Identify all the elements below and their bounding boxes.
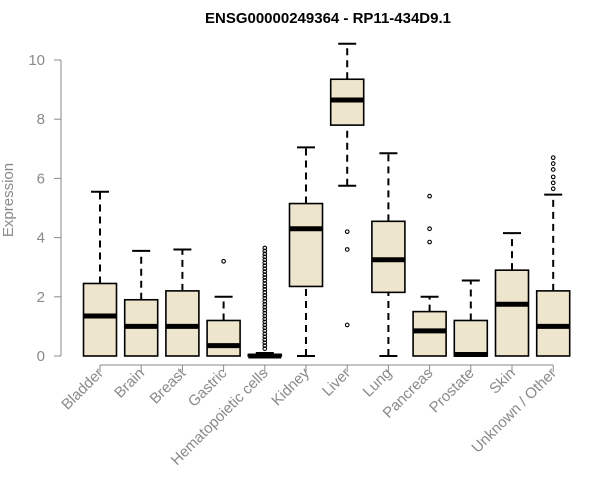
outlier-point (262, 307, 268, 313)
box-liver (329, 42, 365, 328)
box-breast (165, 248, 200, 357)
box-unknown-other (535, 155, 571, 357)
box-body (165, 290, 200, 357)
box-body (82, 282, 118, 357)
box-brain (123, 249, 159, 357)
outlier-point (262, 310, 268, 316)
box-bladder (82, 190, 118, 357)
y-tick-label: 0 (37, 348, 45, 365)
y-tick-label: 6 (37, 170, 45, 187)
chart-title: ENSG00000249364 - RP11-434D9.1 (205, 10, 451, 27)
x-tick-label: Bladder (58, 365, 107, 414)
box-prostate (453, 279, 489, 358)
outlier-point (262, 313, 268, 319)
x-tick-label: Liver (319, 365, 354, 400)
outlier-point (262, 337, 268, 343)
box-hematopoietic-cells (247, 245, 283, 359)
outlier-point (262, 325, 268, 331)
outlier-point (262, 322, 268, 328)
outlier-point (221, 258, 226, 264)
x-tick-label: Kidney (268, 364, 313, 409)
outlier-point (262, 298, 268, 304)
outlier-point (262, 346, 268, 351)
box-body (371, 220, 406, 294)
outlier-point (344, 247, 350, 252)
outlier-point (262, 287, 268, 292)
box-kidney (288, 146, 324, 357)
x-tick-label: Lung (360, 365, 396, 401)
box-skin (494, 232, 530, 357)
outlier-point (262, 251, 268, 257)
outlier-point (262, 340, 268, 346)
outlier-point (550, 155, 556, 161)
x-tick-label: Skin (486, 365, 519, 398)
outlier-point (262, 316, 268, 322)
box-pancreas (412, 193, 447, 357)
outlier-point (262, 266, 268, 272)
box-body (453, 319, 489, 357)
box-body (288, 202, 324, 288)
outlier-point (550, 167, 556, 172)
outlier-point (344, 229, 350, 235)
outlier-point (550, 174, 556, 180)
y-axis-title: Expression (0, 163, 17, 237)
outlier-point (262, 275, 268, 280)
x-tick-label: Breast (147, 364, 190, 407)
outlier-point (427, 193, 432, 199)
outlier-point (262, 263, 268, 269)
outlier-point (262, 334, 268, 340)
outlier-point (550, 186, 556, 192)
outlier-point (262, 248, 268, 254)
outlier-point (262, 284, 268, 289)
outlier-point (262, 331, 268, 337)
outlier-point (262, 304, 268, 310)
outlier-point (262, 290, 268, 295)
y-axis: 0 2 4 6 8 10 (28, 52, 62, 365)
outlier-point (550, 161, 556, 166)
outlier-point (344, 322, 350, 328)
y-tick-label: 2 (37, 289, 45, 306)
box-lung (371, 152, 406, 357)
box-body (494, 269, 530, 357)
outlier-point (262, 343, 268, 348)
y-tick-label: 10 (28, 52, 45, 69)
plot-area (82, 42, 571, 359)
outlier-point (262, 295, 268, 301)
outlier-point (262, 260, 268, 266)
outlier-point (427, 239, 432, 245)
outlier-point (262, 292, 268, 298)
outlier-point (262, 254, 268, 260)
outlier-point (262, 278, 268, 283)
outlier-point (427, 226, 432, 232)
outlier-point (262, 269, 268, 274)
outlier-point (262, 245, 268, 251)
outlier-point (550, 180, 556, 186)
outlier-point (262, 301, 268, 307)
outlier-point (262, 272, 268, 277)
x-tick-label: Prostate (426, 365, 478, 417)
box-body (206, 319, 241, 357)
x-tick-label: Brain (111, 365, 148, 402)
y-tick-label: 8 (37, 111, 45, 128)
y-tick-label: 4 (37, 230, 45, 247)
box-body (412, 310, 447, 357)
outlier-point (262, 257, 268, 263)
box-body (535, 290, 571, 357)
box-gastric (206, 258, 241, 357)
outlier-point (262, 328, 268, 334)
outlier-point (262, 319, 268, 325)
outlier-point (262, 281, 268, 286)
